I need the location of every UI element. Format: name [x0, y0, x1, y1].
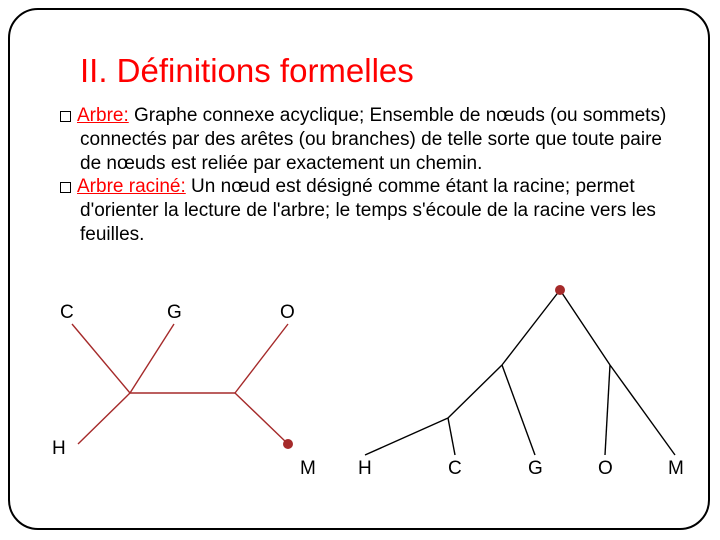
node-label-o: O	[280, 302, 295, 324]
tree-edge	[605, 365, 610, 455]
tree-edge	[448, 365, 502, 418]
node-label-g: G	[167, 302, 182, 324]
node-label-o: O	[598, 458, 613, 480]
tree-edge	[610, 365, 675, 455]
node-label-c: C	[448, 458, 462, 480]
tree-edge	[365, 418, 448, 455]
tree-edge	[130, 324, 174, 393]
tree-edge	[560, 290, 610, 365]
node-label-c: C	[60, 302, 74, 324]
tree-edge	[448, 418, 455, 455]
node-label-g: G	[528, 458, 543, 480]
tree-edge	[235, 324, 288, 393]
node-label-m: M	[668, 458, 684, 480]
highlight-dot	[283, 439, 293, 449]
highlight-dot	[555, 285, 565, 295]
tree-edge	[78, 393, 130, 444]
tree-edge	[502, 290, 560, 365]
tree-edge	[72, 324, 130, 393]
tree-edge	[502, 365, 535, 455]
node-label-h: H	[52, 438, 66, 460]
tree-edge	[235, 393, 288, 444]
node-label-h: H	[358, 458, 372, 480]
node-label-m: M	[300, 458, 316, 480]
